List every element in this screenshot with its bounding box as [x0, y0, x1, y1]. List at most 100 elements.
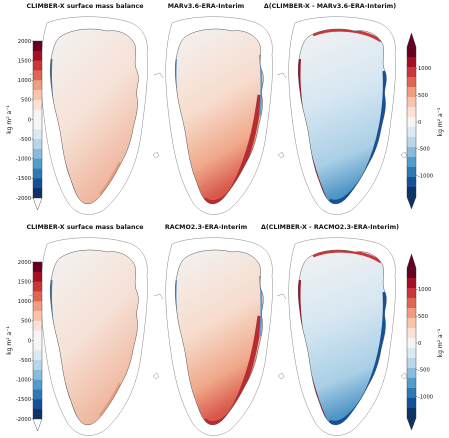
- colorbar-smb-row1-tick-label: 2000: [18, 260, 31, 266]
- colorbar-diff-row1-extend-max: [406, 253, 417, 269]
- colorbar-diff-row0-tick-label: -500: [418, 147, 430, 153]
- map-diff-mar-row0: [276, 16, 408, 215]
- colorbar-smb-row0-swatch: [33, 139, 42, 150]
- colorbar-smb-row1-swatch: [33, 369, 42, 381]
- colorbar-diff-row0: 1000 500 0 -500 -1000 kg m² a⁻¹: [406, 32, 444, 210]
- map-marv36-row0-coast-outline: [165, 16, 273, 215]
- colorbar-smb-row1-tick-label: -500: [19, 358, 31, 364]
- colorbar-diff-row0-swatch: [407, 107, 416, 118]
- colorbar-smb-row1-swatch: [33, 350, 42, 361]
- map-diff-mar-row0-island: [400, 151, 408, 159]
- map-diff-mar-row0-north-margin-band: [312, 29, 382, 43]
- colorbar-smb-row0-swatch: [33, 119, 42, 130]
- colorbar-diff-row1-tick-label: 500: [418, 314, 428, 320]
- colorbar-smb-row1-swatch: [33, 311, 42, 322]
- colorbar-diff-row1-swatch: [407, 298, 416, 309]
- colorbar-diff-row0-swatch: [407, 137, 416, 148]
- map-diff-racmo-row1: [276, 237, 408, 436]
- colorbar-smb-row1-swatch: [33, 360, 42, 371]
- colorbar-smb-row1-swatch: [33, 291, 42, 302]
- map-climber-x-row1-coast-outline: [40, 237, 148, 436]
- colorbar-smb-row1-swatch: [33, 340, 42, 351]
- map-diff-racmo-row1-coast-outline: [288, 237, 396, 436]
- colorbar-diff-row1-swatch: [407, 408, 416, 419]
- map-marv36-row0-ice-sheet: [175, 29, 264, 204]
- panel-title-0-2: Δ(CLIMBER-X - MARv3.6-ERA-Interim): [264, 3, 396, 10]
- colorbar-diff-row0-swatch: [407, 127, 416, 138]
- colorbar-diff-row1-tick-label: -500: [418, 368, 430, 374]
- colorbar-smb-row0-swatch: [33, 158, 42, 169]
- colorbar-diff-row1-swatch: [407, 268, 416, 279]
- colorbar-diff-row0-swatch: [407, 57, 416, 68]
- colorbar-diff-row0-swatch: [407, 167, 416, 178]
- colorbar-diff-row1-unit-label: kg m² a⁻¹: [437, 328, 444, 357]
- colorbar-diff-row0-extend-max: [406, 32, 417, 48]
- colorbar-smb-row0-swatch: [33, 50, 42, 61]
- map-marv36-row0: [153, 16, 285, 215]
- colorbar-diff-row1-tick-label: 0: [418, 341, 421, 347]
- colorbar-diff-row1-extend-min: [406, 417, 417, 431]
- colorbar-diff-row0-swatch: [407, 117, 416, 128]
- colorbar-smb-row0-swatch: [33, 188, 42, 199]
- colorbar-diff-row1-swatch: [407, 288, 416, 299]
- colorbar-diff-row0-extend-min: [406, 196, 417, 210]
- colorbar-diff-row0-swatch: [407, 157, 416, 168]
- panel-title-1-2: Δ(CLIMBER-X - RACMO2.3-ERA-Interim): [261, 224, 399, 231]
- colorbar-smb-row1: 2000 1500 1000 500 0 -500 -1000 -1500 -2000 kg m²…: [6, 260, 43, 432]
- colorbar-diff-row1-swatch: [407, 328, 416, 339]
- colorbar-smb-row1-tick-label: -1000: [16, 378, 31, 384]
- colorbar-smb-row0-swatch: [33, 90, 42, 101]
- map-climber-x-row1: [28, 237, 160, 436]
- colorbar-diff-row0-unit-label: kg m² a⁻¹: [437, 107, 444, 136]
- colorbar-smb-row0-swatch: [33, 70, 42, 81]
- panel-title-0-1: MARv3.6-ERA-Interim: [168, 3, 245, 10]
- colorbar-diff-row1-swatch: [407, 378, 416, 389]
- map-climber-x-row0: [28, 16, 160, 215]
- colorbar-smb-row1-tick-label: 0: [28, 338, 31, 344]
- map-climber-x-row0-ice-sheet: [50, 29, 139, 204]
- colorbar-diff-row0-swatch: [407, 97, 416, 108]
- map-diff-mar-row0-island-west: [276, 72, 287, 79]
- map-diff-racmo-row1-island: [400, 372, 408, 380]
- colorbar-diff-row1-swatch: [407, 308, 416, 319]
- map-racmo23-row1-island: [277, 372, 285, 380]
- map-climber-x-row0-island: [152, 151, 160, 159]
- colorbar-smb-row0-tick-label: -1000: [16, 157, 31, 163]
- colorbar-diff-row1-tick-label: 1000: [418, 287, 431, 293]
- map-diff-mar-row0-ice-sheet: [298, 29, 387, 204]
- colorbar-diff-row1-swatch: [407, 388, 416, 399]
- panel-title-1-0: CLIMBER-X surface mass balance: [26, 224, 143, 231]
- colorbar-smb-row0-tick-label: -500: [19, 137, 31, 143]
- colorbar-diff-row1-tick-label: -1000: [418, 394, 433, 400]
- colorbar-diff-row0-tick-label: -1000: [418, 173, 433, 179]
- colorbar-smb-row0-swatch: [33, 178, 42, 189]
- colorbar-smb-row0-swatch: [33, 99, 42, 110]
- colorbar-diff-row0-swatch: [407, 77, 416, 88]
- colorbar-smb-row1-swatch: [33, 389, 42, 400]
- colorbar-diff-row0-swatch: [407, 147, 416, 158]
- row-1: CLIMBER-X surface mass balance RACMO2.3-…: [6, 224, 444, 436]
- colorbar-diff-row1-swatch: [407, 278, 416, 289]
- colorbar-smb-row1-tick-label: 1000: [18, 299, 31, 305]
- map-racmo23-row1: [153, 237, 285, 436]
- map-racmo23-row1-ice-sheet: [175, 250, 264, 425]
- colorbar-smb-row1-unit-label: kg m² a⁻¹: [6, 326, 13, 355]
- colorbar-smb-row0-tick-label: 0: [28, 117, 31, 123]
- colorbar-diff-row1-swatch: [407, 358, 416, 369]
- map-climber-x-row1-ice-sheet: [50, 250, 139, 425]
- colorbar-diff-row1-swatch: [407, 368, 416, 379]
- colorbar-smb-row1-tick-label: 500: [21, 319, 31, 325]
- colorbar-smb-row0-swatch: [33, 41, 42, 52]
- row-0: CLIMBER-X surface mass balance MARv3.6-E…: [6, 3, 444, 215]
- colorbar-smb-row0-tick-label: -2000: [16, 196, 31, 202]
- map-racmo23-row1-coast-outline: [165, 237, 273, 436]
- colorbar-smb-row0-tick-label: -1500: [16, 176, 31, 182]
- colorbar-smb-row0-tick-label: 1000: [18, 78, 31, 84]
- colorbar-diff-row1: 1000 500 0 -500 -1000 kg m² a⁻¹: [406, 253, 444, 431]
- map-marv36-row0-island: [277, 151, 285, 159]
- colorbar-smb-row1-swatch: [33, 281, 42, 292]
- colorbar-smb-row0-extend-min: [32, 197, 43, 211]
- colorbar-diff-row0-swatch: [407, 187, 416, 198]
- colorbar-smb-row1-tick-label: 1500: [18, 279, 31, 285]
- colorbar-smb-row0-swatch: [33, 148, 42, 160]
